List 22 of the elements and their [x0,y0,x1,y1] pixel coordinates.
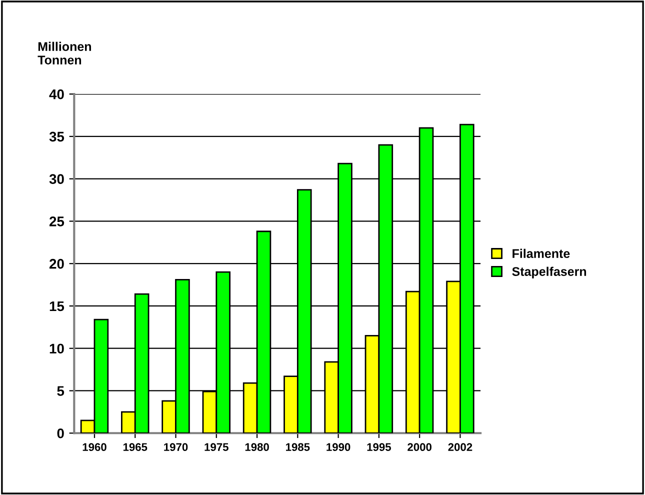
x-tick-label: 1975 [204,443,228,452]
y-tick-label: 30 [49,174,64,184]
y-axis-title: Millionen Tonnen [38,42,91,64]
x-tick-label: 2002 [448,443,472,452]
y-tick-label: 0 [57,428,64,438]
x-tick-label: 1995 [367,443,391,452]
y-tick-label: 35 [49,132,64,142]
y-tick-label: 15 [50,301,64,312]
y-tick-label: 5 [57,386,64,396]
x-tick-label: 1985 [286,443,310,452]
y-tick-label: 25 [49,216,64,226]
legend-label: Filamente [512,248,570,258]
y-tick-label: 40 [49,89,64,100]
x-tick-label: 1960 [82,443,106,452]
x-tick-label: 1980 [245,443,269,452]
x-tick-label: 1965 [123,443,148,452]
legend-label: Stapelfasern [512,266,586,278]
x-tick-label: 1970 [164,443,188,452]
x-tick-label: 1990 [326,443,350,452]
x-tick-label: 2000 [408,443,432,452]
y-tick-label: 20 [49,258,64,269]
y-tick-label: 10 [50,344,64,354]
